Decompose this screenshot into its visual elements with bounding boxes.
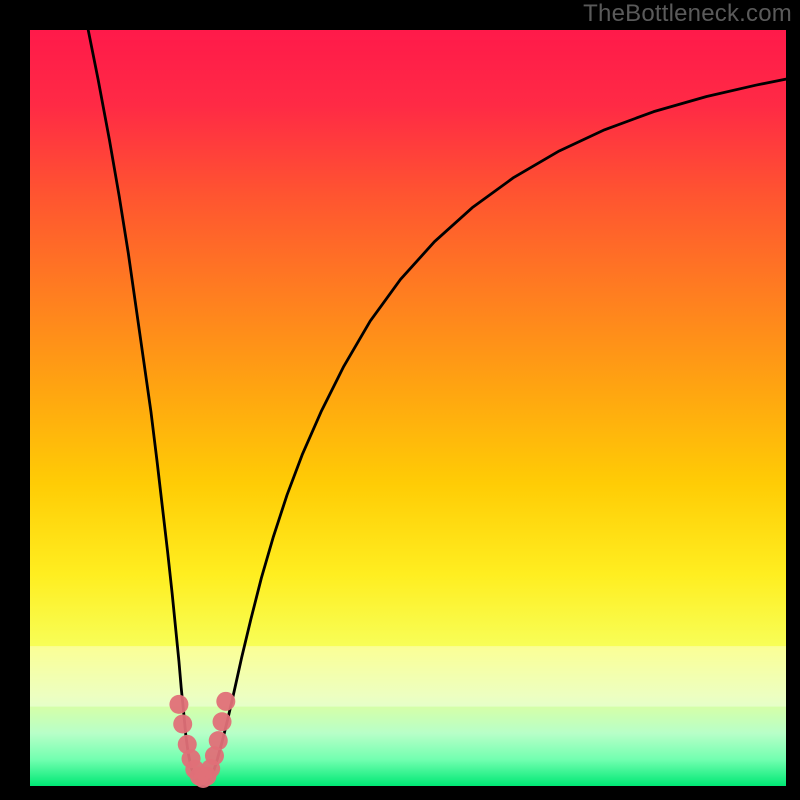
trough-marker [173,715,192,734]
trough-marker [216,692,235,711]
pale-band [30,646,786,706]
trough-marker [169,695,188,714]
trough-marker [209,731,228,750]
watermark-text: TheBottleneck.com [583,0,792,28]
trough-marker [213,712,232,731]
chart-frame: TheBottleneck.com [0,0,800,800]
plot-area [30,30,786,786]
plot-svg [30,30,786,786]
